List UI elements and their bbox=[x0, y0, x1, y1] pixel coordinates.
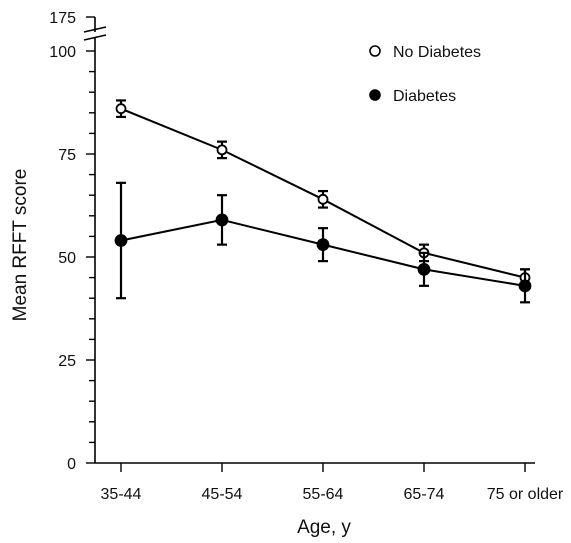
x-axis-title: Age, y bbox=[297, 517, 351, 538]
y-axis-title: Mean RFFT score bbox=[10, 169, 31, 322]
x-tick-label: 65-74 bbox=[404, 486, 445, 503]
data-point-diabetes bbox=[316, 238, 330, 252]
data-point-no-diabetes bbox=[216, 144, 228, 156]
y-axis-break-mark-lower bbox=[83, 34, 107, 41]
legend: No Diabetes Diabetes bbox=[369, 44, 481, 105]
data-point-no-diabetes bbox=[317, 193, 329, 205]
data-point-diabetes bbox=[215, 213, 229, 227]
data-point-diabetes bbox=[518, 279, 532, 293]
data-point-no-diabetes bbox=[115, 103, 127, 115]
legend-label-diabetes: Diabetes bbox=[393, 88, 456, 105]
legend-marker-no-diabetes bbox=[369, 45, 381, 57]
x-ticks: 35-44 45-54 55-64 65-74 75 or older bbox=[101, 463, 564, 503]
legend-label-no-diabetes: No Diabetes bbox=[393, 44, 481, 61]
x-tick-label: 35-44 bbox=[101, 486, 142, 503]
y-tick-label: 75 bbox=[58, 147, 76, 164]
x-tick-label: 75 or older bbox=[487, 486, 564, 503]
data-point-diabetes bbox=[417, 262, 431, 276]
series-diabetes bbox=[114, 181, 532, 304]
y-tick-label: 0 bbox=[67, 456, 76, 473]
y-axis-break-label: 175 bbox=[49, 10, 76, 27]
x-tick-label: 55-64 bbox=[303, 486, 344, 503]
y-tick-label: 25 bbox=[58, 353, 76, 370]
y-ticks: 0 25 50 75 100 bbox=[49, 44, 95, 473]
data-point-diabetes bbox=[114, 234, 128, 247]
legend-marker-diabetes bbox=[369, 89, 381, 101]
x-tick-label: 45-54 bbox=[202, 486, 243, 503]
y-tick-label: 100 bbox=[49, 44, 76, 61]
series-layer bbox=[114, 99, 532, 304]
y-axis-break-mark-upper bbox=[83, 26, 107, 33]
y-tick-label: 50 bbox=[58, 250, 76, 267]
